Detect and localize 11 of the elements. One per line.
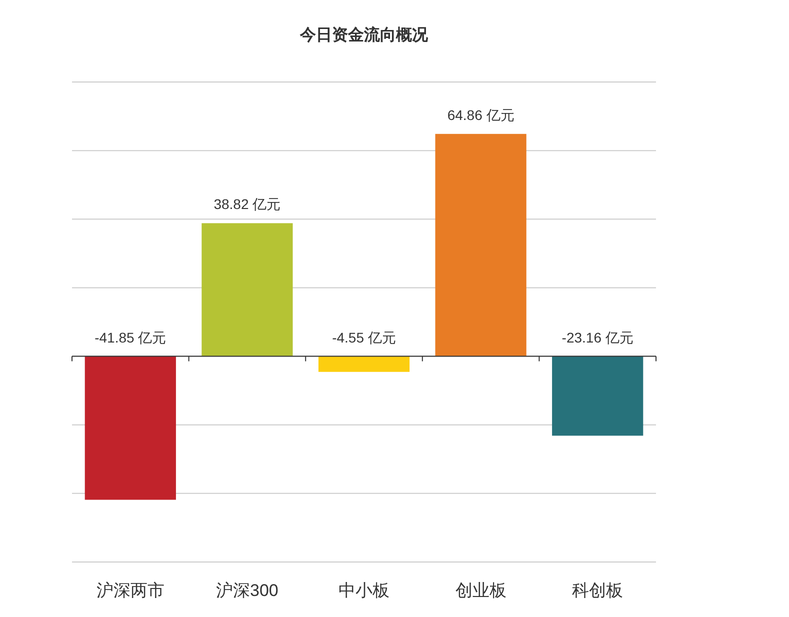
data-label: -4.55 亿元 — [332, 329, 396, 346]
data-label: 64.86 亿元 — [447, 106, 514, 123]
x-tick-label: 沪深两市 — [96, 581, 164, 600]
data-label: -41.85 亿元 — [94, 329, 166, 346]
x-tick-label: 科创板 — [572, 581, 624, 600]
data-label: 38.82 亿元 — [214, 196, 281, 212]
x-tick-label: 中小板 — [338, 581, 390, 600]
chart-title: 今日资金流向概况 — [299, 25, 429, 44]
data-label: -23.16 亿元 — [562, 329, 634, 346]
x-tick-label: 创业板 — [455, 581, 506, 600]
x-tick-label: 沪深300 — [216, 581, 278, 600]
